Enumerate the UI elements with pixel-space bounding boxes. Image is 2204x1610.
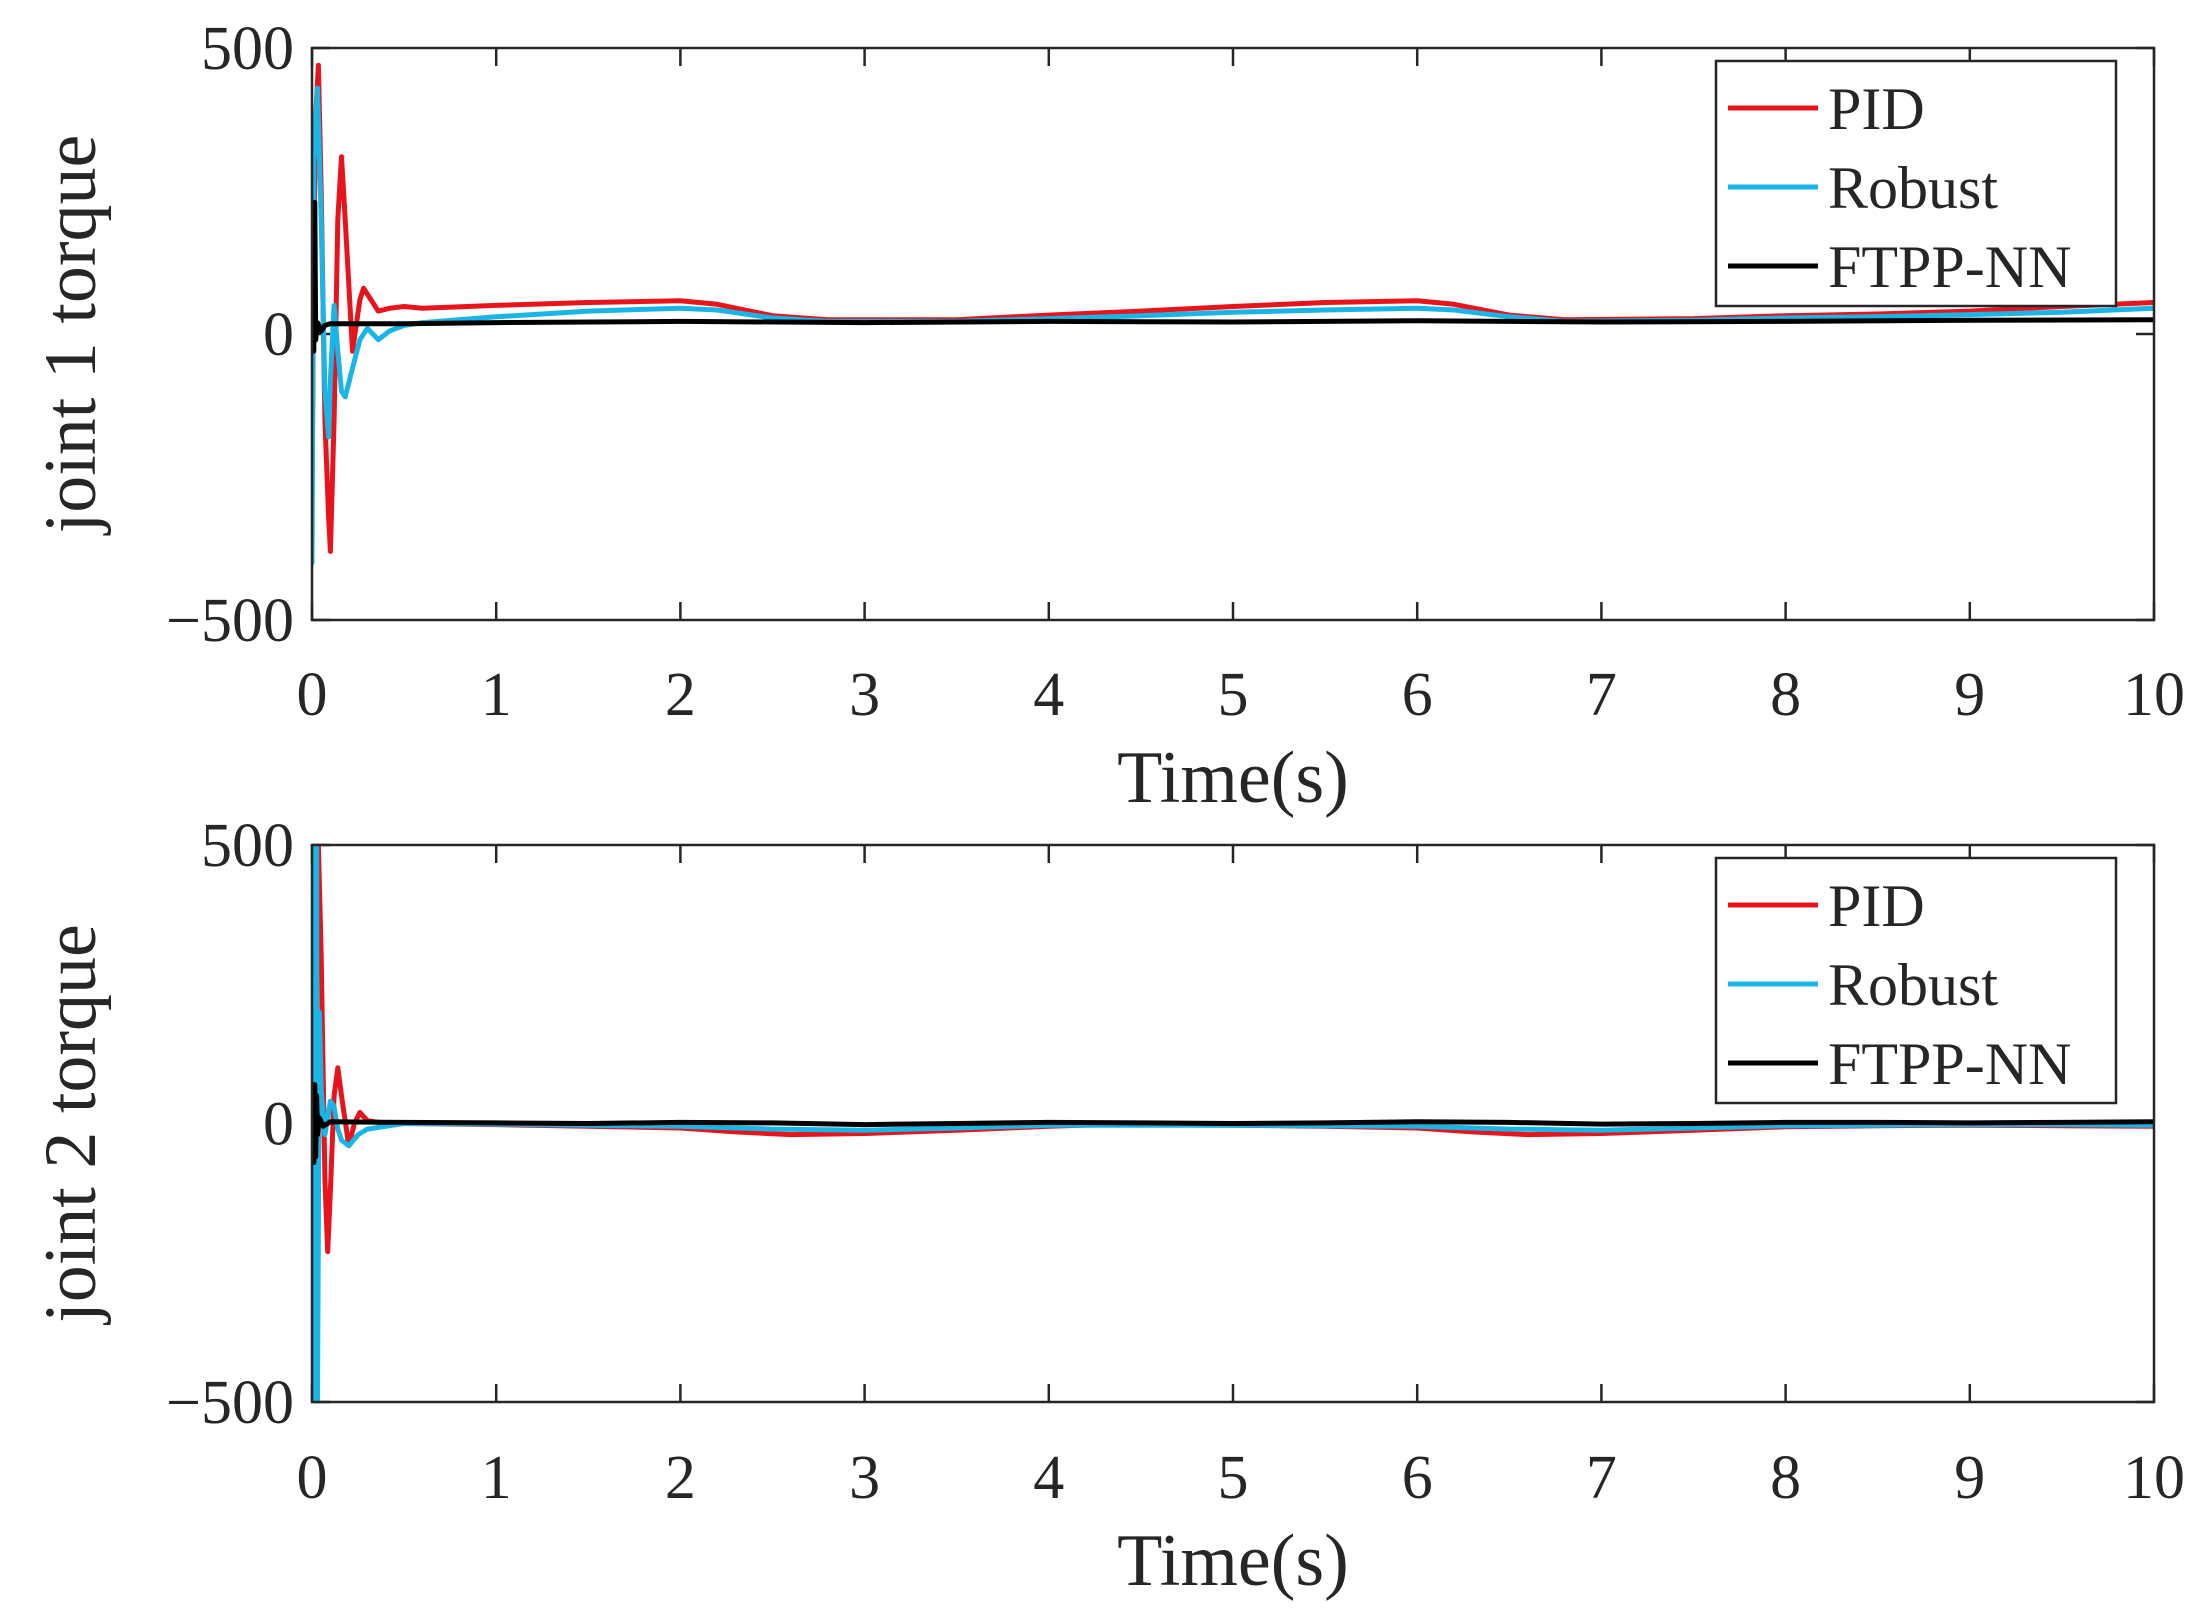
x-tick-label: 3 bbox=[849, 1444, 880, 1512]
y-tick-label: −500 bbox=[166, 1369, 294, 1437]
legend-label: Robust bbox=[1828, 155, 1998, 221]
x-tick-label: 5 bbox=[1218, 661, 1249, 729]
x-tick-label: 0 bbox=[297, 1444, 328, 1512]
x-tick-label: 4 bbox=[1033, 1444, 1064, 1512]
x-tick-label: 1 bbox=[481, 1444, 512, 1512]
legend-label: PID bbox=[1828, 873, 1925, 939]
x-tick-label: 9 bbox=[1954, 1444, 1985, 1512]
series-group bbox=[312, 845, 2154, 1402]
y-tick-label: −500 bbox=[166, 587, 294, 655]
axes-box bbox=[310, 46, 2156, 622]
x-tick-label: 7 bbox=[1586, 661, 1617, 729]
x-tick-label: 10 bbox=[2123, 1444, 2185, 1512]
x-tick-label: 10 bbox=[2123, 661, 2185, 729]
x-tick-label: 5 bbox=[1218, 1444, 1249, 1512]
legend: PID Robust FTPP-NN bbox=[1714, 59, 2118, 308]
x-tick-label: 2 bbox=[665, 661, 696, 729]
y-tick-label: 0 bbox=[263, 301, 294, 369]
x-tick-label: 0 bbox=[297, 661, 328, 729]
legend-label: PID bbox=[1828, 76, 1925, 142]
series-group bbox=[312, 62, 2154, 566]
x-tick-label: 8 bbox=[1770, 1444, 1801, 1512]
x-tick-label: 6 bbox=[1402, 661, 1433, 729]
y-tick-label: 500 bbox=[201, 15, 294, 83]
x-tick-label: 9 bbox=[1954, 661, 1985, 729]
x-axis-label: Time(s) bbox=[1117, 1520, 1349, 1602]
x-tick-label: 7 bbox=[1586, 1444, 1617, 1512]
y-tick-label: 0 bbox=[263, 1091, 294, 1159]
x-tick-label: 8 bbox=[1770, 661, 1801, 729]
axes-box bbox=[310, 843, 2156, 1404]
y-axis-label: joint 1 torque bbox=[30, 135, 112, 537]
x-tick-label: 1 bbox=[481, 661, 512, 729]
x-axis-label: Time(s) bbox=[1117, 737, 1349, 819]
x-tick-label: 2 bbox=[665, 1444, 696, 1512]
legend-label: Robust bbox=[1828, 952, 1998, 1018]
x-tick-label: 6 bbox=[1402, 1444, 1433, 1512]
x-tick-label: 4 bbox=[1033, 661, 1064, 729]
series-line-ftpp-nn bbox=[312, 199, 2154, 354]
x-tick-label: 3 bbox=[849, 661, 880, 729]
series-line-ftpp-nn bbox=[312, 1082, 2154, 1165]
legend: PID Robust FTPP-NN bbox=[1714, 856, 2118, 1105]
y-tick-label: 500 bbox=[201, 812, 294, 880]
y-axis-label: joint 2 torque bbox=[30, 924, 112, 1326]
legend-label: FTPP-NN bbox=[1828, 234, 2071, 300]
legend-label: FTPP-NN bbox=[1828, 1031, 2071, 1097]
